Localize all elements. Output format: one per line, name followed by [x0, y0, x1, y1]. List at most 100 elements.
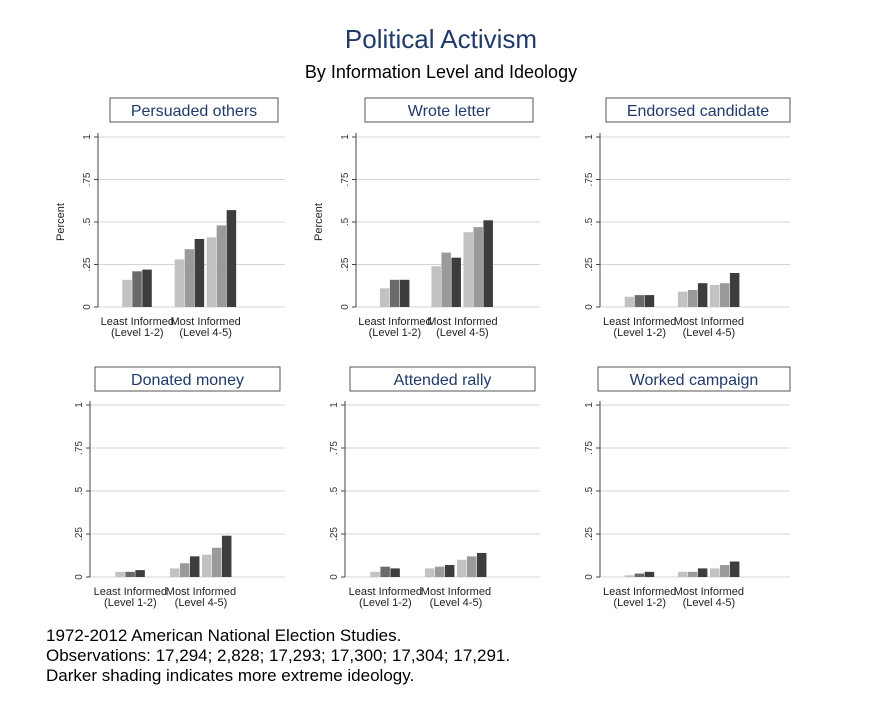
bar-most-informed-5: [226, 210, 237, 307]
y-tick-label: .25: [584, 527, 595, 541]
x-category-label: (Level 1-2): [359, 597, 412, 609]
bar-most-informed-5: [221, 535, 232, 577]
x-category-label: (Level 1-2): [369, 327, 422, 339]
x-category-label: (Level 1-2): [104, 597, 157, 609]
panel-title: Worked campaign: [630, 372, 759, 389]
bar-most-informed-4: [719, 564, 730, 577]
panel-title-box: [364, 97, 534, 123]
bar-most-informed-0: [169, 568, 180, 577]
y-axis-label: Percent: [313, 203, 325, 241]
chart-title: Political Activism: [344, 24, 538, 54]
x-category-label: Least Informed: [349, 586, 422, 598]
bar-most-informed-3: [206, 237, 217, 307]
x-category-label: (Level 1-2): [613, 597, 666, 609]
y-tick-label: .75: [329, 441, 340, 455]
panel-title: Persuaded others: [131, 103, 257, 120]
y-tick-label: .75: [584, 441, 595, 455]
panel-title: Wrote letter: [408, 103, 491, 120]
y-tick-label: 1: [584, 134, 595, 140]
bar-least-informed-1: [634, 573, 645, 577]
y-tick-label: 0: [584, 304, 595, 310]
bar-most-informed-3: [709, 568, 720, 577]
bar-most-informed-1: [434, 566, 445, 577]
y-tick-label: 1: [82, 134, 93, 140]
y-tick-label: .75: [584, 172, 595, 186]
x-category-label: Most Informed: [427, 316, 497, 328]
panel-title-box: [597, 366, 791, 392]
bar-least-informed-1: [125, 571, 135, 577]
x-category-label: (Level 4-5): [683, 327, 736, 339]
y-tick-label: 1: [329, 402, 340, 408]
y-tick-label: 0: [340, 304, 351, 310]
y-tick-label: 0: [74, 574, 85, 580]
bar-most-informed-4: [473, 227, 483, 307]
y-tick-label: .5: [74, 486, 85, 495]
bar-least-informed-1: [380, 566, 390, 577]
bar-most-informed-4: [216, 225, 227, 307]
bar-most-informed-1: [687, 571, 698, 577]
bar-most-informed-0: [424, 568, 435, 577]
bar-most-informed-3: [709, 284, 720, 307]
bar-most-informed-4: [719, 283, 730, 307]
bar-least-informed-2: [142, 269, 152, 307]
panel-title: Attended rally: [394, 372, 492, 389]
y-tick-label: 1: [584, 402, 595, 408]
bar-least-informed-2: [399, 279, 410, 307]
bar-least-informed-2: [644, 571, 655, 577]
y-tick-label: 0: [584, 574, 595, 580]
bar-most-informed-4: [466, 556, 477, 577]
panel-title-box: [605, 97, 791, 123]
bar-most-informed-4: [211, 547, 222, 577]
y-tick-label: .25: [329, 527, 340, 541]
bar-least-informed-0: [624, 296, 635, 307]
y-tick-label: .25: [82, 257, 93, 271]
y-tick-label: .5: [584, 486, 595, 495]
footnote-source: 1972-2012 American National Election Stu…: [46, 626, 402, 645]
bar-most-informed-0: [431, 266, 441, 307]
bar-least-informed-1: [132, 271, 142, 307]
panel-title-box: [94, 366, 281, 392]
x-category-label: Least Informed: [603, 586, 676, 598]
bar-least-informed-0: [122, 279, 132, 307]
y-tick-label: .25: [340, 257, 351, 271]
bar-most-informed-1: [184, 249, 195, 307]
bar-least-informed-0: [379, 288, 390, 307]
bar-most-informed-1: [441, 252, 451, 307]
x-category-label: Least Informed: [94, 586, 167, 598]
bar-least-informed-2: [390, 568, 400, 577]
bar-least-informed-0: [370, 571, 380, 577]
bar-most-informed-2: [697, 283, 708, 307]
x-category-label: (Level 4-5): [175, 597, 228, 609]
x-category-label: (Level 4-5): [436, 327, 489, 339]
x-category-label: Most Informed: [674, 586, 744, 598]
bar-most-informed-2: [451, 257, 461, 307]
footnote-shading: Darker shading indicates more extreme id…: [46, 666, 415, 685]
bar-most-informed-2: [697, 568, 708, 577]
x-category-label: Most Informed: [166, 586, 236, 598]
chart-subtitle: By Information Level and Ideology: [304, 62, 578, 82]
footnote-observations: Observations: 17,294; 2,828; 17,293; 17,…: [46, 646, 511, 665]
panel-title: Donated money: [131, 372, 244, 389]
bar-most-informed-2: [194, 239, 205, 307]
bar-most-informed-2: [189, 556, 200, 577]
bar-most-informed-1: [179, 563, 190, 577]
x-category-label: (Level 4-5): [179, 327, 232, 339]
bar-most-informed-1: [687, 290, 698, 307]
bar-most-informed-2: [444, 564, 455, 577]
y-tick-label: 1: [340, 134, 351, 140]
y-tick-label: .5: [584, 217, 595, 226]
bar-most-informed-5: [483, 220, 493, 307]
panel-0: Persuaded others 0 .25 .5 .75 1 Percent Least I…: [55, 97, 285, 339]
bar-least-informed-1: [389, 279, 400, 307]
x-category-label: Most Informed: [421, 586, 491, 598]
x-category-label: Most Informed: [674, 316, 744, 328]
bar-most-informed-5: [729, 561, 740, 577]
y-tick-label: .25: [584, 257, 595, 271]
y-tick-label: .75: [82, 172, 93, 186]
panel-title-box: [349, 366, 536, 392]
x-category-label: (Level 4-5): [430, 597, 483, 609]
panel-5: Worked campaign 0 .25 .5 .75 1 Least Informed(…: [584, 366, 791, 609]
